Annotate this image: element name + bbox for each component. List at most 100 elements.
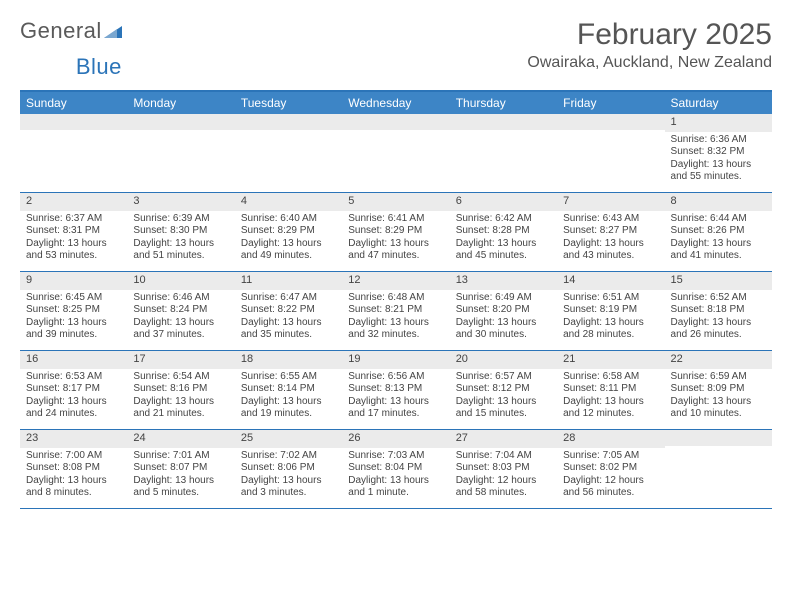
day-cell: 8Sunrise: 6:44 AMSunset: 8:26 PMDaylight…: [665, 193, 772, 271]
day-line: Sunrise: 7:00 AM: [26, 450, 121, 463]
day-cell: [557, 114, 664, 192]
day-line: Daylight: 13 hours and 12 minutes.: [563, 396, 658, 421]
day-line: Daylight: 13 hours and 41 minutes.: [671, 238, 766, 263]
day-body: Sunrise: 6:58 AMSunset: 8:11 PMDaylight:…: [557, 369, 664, 425]
day-number: 15: [665, 272, 772, 290]
day-line: Daylight: 13 hours and 43 minutes.: [563, 238, 658, 263]
day-line: Daylight: 13 hours and 35 minutes.: [241, 317, 336, 342]
day-number: 2: [20, 193, 127, 211]
day-body: Sunrise: 7:02 AMSunset: 8:06 PMDaylight:…: [235, 448, 342, 504]
day-line: Daylight: 12 hours and 56 minutes.: [563, 475, 658, 500]
day-cell: [665, 430, 772, 508]
day-body: Sunrise: 6:55 AMSunset: 8:14 PMDaylight:…: [235, 369, 342, 425]
logo-word1: General: [20, 18, 102, 44]
day-line: Sunrise: 6:55 AM: [241, 371, 336, 384]
day-cell: 4 Sunrise: 6:40 AMSunset: 8:29 PMDaylight…: [235, 193, 342, 271]
day-number: 4: [235, 193, 342, 211]
day-line: Sunrise: 6:45 AM: [26, 292, 121, 305]
day-number: [557, 114, 664, 130]
day-number: 1: [665, 114, 772, 132]
day-header: Saturday: [665, 92, 772, 114]
day-number: [127, 114, 234, 130]
day-body: Sunrise: 6:39 AMSunset: 8:30 PMDaylight:…: [127, 211, 234, 267]
logo-triangle-icon: [104, 18, 122, 44]
day-number: 5: [342, 193, 449, 211]
day-line: Sunset: 8:32 PM: [671, 146, 766, 159]
week-row: 2Sunrise: 6:37 AMSunset: 8:31 PMDaylight…: [20, 193, 772, 272]
week-row: 1Sunrise: 6:36 AMSunset: 8:32 PMDaylight…: [20, 114, 772, 193]
day-cell: [342, 114, 449, 192]
day-line: Daylight: 13 hours and 47 minutes.: [348, 238, 443, 263]
day-header: Thursday: [450, 92, 557, 114]
day-line: Sunset: 8:03 PM: [456, 462, 551, 475]
day-line: Sunset: 8:26 PM: [671, 225, 766, 238]
day-cell: 5Sunrise: 6:41 AMSunset: 8:29 PMDaylight…: [342, 193, 449, 271]
day-body: Sunrise: 6:44 AMSunset: 8:26 PMDaylight:…: [665, 211, 772, 267]
logo: General: [20, 18, 123, 44]
day-cell: 3Sunrise: 6:39 AMSunset: 8:30 PMDaylight…: [127, 193, 234, 271]
day-body: Sunrise: 6:56 AMSunset: 8:13 PMDaylight:…: [342, 369, 449, 425]
day-line: Sunset: 8:07 PM: [133, 462, 228, 475]
day-line: Sunset: 8:31 PM: [26, 225, 121, 238]
day-cell: 18Sunrise: 6:55 AMSunset: 8:14 PMDayligh…: [235, 351, 342, 429]
day-cell: [235, 114, 342, 192]
day-cell: 15Sunrise: 6:52 AMSunset: 8:18 PMDayligh…: [665, 272, 772, 350]
day-line: Sunrise: 6:41 AM: [348, 213, 443, 226]
day-body: [450, 130, 557, 136]
day-number: 3: [127, 193, 234, 211]
day-body: Sunrise: 6:36 AMSunset: 8:32 PMDaylight:…: [665, 132, 772, 188]
day-line: Daylight: 13 hours and 49 minutes.: [241, 238, 336, 263]
day-line: Sunrise: 6:54 AM: [133, 371, 228, 384]
day-cell: 11Sunrise: 6:47 AMSunset: 8:22 PMDayligh…: [235, 272, 342, 350]
day-number: 21: [557, 351, 664, 369]
day-line: Sunrise: 6:49 AM: [456, 292, 551, 305]
day-line: Sunrise: 6:52 AM: [671, 292, 766, 305]
day-number: 18: [235, 351, 342, 369]
day-line: Daylight: 13 hours and 51 minutes.: [133, 238, 228, 263]
day-cell: [450, 114, 557, 192]
day-body: [235, 130, 342, 136]
day-body: Sunrise: 6:54 AMSunset: 8:16 PMDaylight:…: [127, 369, 234, 425]
day-body: Sunrise: 6:59 AMSunset: 8:09 PMDaylight:…: [665, 369, 772, 425]
day-line: Sunrise: 6:56 AM: [348, 371, 443, 384]
day-number: 24: [127, 430, 234, 448]
day-line: Sunset: 8:09 PM: [671, 383, 766, 396]
day-number: 7: [557, 193, 664, 211]
day-cell: [20, 114, 127, 192]
day-number: 19: [342, 351, 449, 369]
day-cell: 21Sunrise: 6:58 AMSunset: 8:11 PMDayligh…: [557, 351, 664, 429]
day-number: 17: [127, 351, 234, 369]
day-body: Sunrise: 6:52 AMSunset: 8:18 PMDaylight:…: [665, 290, 772, 346]
day-number: 27: [450, 430, 557, 448]
day-number: 13: [450, 272, 557, 290]
day-header: Monday: [127, 92, 234, 114]
day-cell: 12Sunrise: 6:48 AMSunset: 8:21 PMDayligh…: [342, 272, 449, 350]
day-cell: 22Sunrise: 6:59 AMSunset: 8:09 PMDayligh…: [665, 351, 772, 429]
day-line: Sunrise: 6:40 AM: [241, 213, 336, 226]
day-line: Sunset: 8:14 PM: [241, 383, 336, 396]
day-body: [665, 446, 772, 452]
day-header: Friday: [557, 92, 664, 114]
week-row: 9Sunrise: 6:45 AMSunset: 8:25 PMDaylight…: [20, 272, 772, 351]
day-line: Sunset: 8:29 PM: [241, 225, 336, 238]
day-number: 10: [127, 272, 234, 290]
day-line: Sunrise: 6:42 AM: [456, 213, 551, 226]
day-line: Sunrise: 6:58 AM: [563, 371, 658, 384]
day-body: Sunrise: 6:48 AMSunset: 8:21 PMDaylight:…: [342, 290, 449, 346]
calendar: SundayMondayTuesdayWednesdayThursdayFrid…: [20, 90, 772, 509]
day-cell: 25Sunrise: 7:02 AMSunset: 8:06 PMDayligh…: [235, 430, 342, 508]
day-line: Daylight: 13 hours and 19 minutes.: [241, 396, 336, 421]
day-body: [342, 130, 449, 136]
title-block: February 2025 Owairaka, Auckland, New Ze…: [527, 18, 772, 72]
day-line: Sunrise: 6:53 AM: [26, 371, 121, 384]
day-number: 12: [342, 272, 449, 290]
day-line: Sunrise: 6:51 AM: [563, 292, 658, 305]
day-number: 22: [665, 351, 772, 369]
day-line: Sunset: 8:28 PM: [456, 225, 551, 238]
day-number: [342, 114, 449, 130]
day-body: [557, 130, 664, 136]
day-line: Daylight: 13 hours and 30 minutes.: [456, 317, 551, 342]
day-cell: 23Sunrise: 7:00 AMSunset: 8:08 PMDayligh…: [20, 430, 127, 508]
day-cell: 9Sunrise: 6:45 AMSunset: 8:25 PMDaylight…: [20, 272, 127, 350]
day-header-row: SundayMondayTuesdayWednesdayThursdayFrid…: [20, 92, 772, 114]
